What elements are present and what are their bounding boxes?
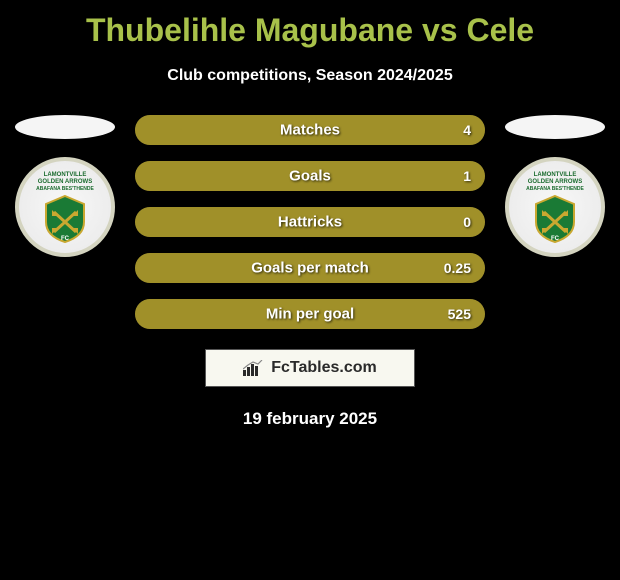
player-left-club-badge: LAMONTVILLE GOLDEN ARROWS ABAFANA BES'TH… <box>15 157 115 257</box>
club-motto: ABAFANA BES'THENDE <box>36 186 94 192</box>
stat-label: Goals <box>289 168 331 185</box>
stat-bar: Min per goal 525 <box>135 299 485 329</box>
stats-container: Matches 4 Goals 1 Hattricks 0 Goals per match 0… <box>135 115 485 329</box>
stat-label: Hattricks <box>278 214 342 231</box>
stat-value-right: 0.25 <box>444 260 471 276</box>
stat-bar: Goals 1 <box>135 161 485 191</box>
comparison-content: LAMONTVILLE GOLDEN ARROWS ABAFANA BES'TH… <box>0 115 620 329</box>
club-top-text: LAMONTVILLE <box>534 172 577 178</box>
player-left-avatar <box>15 115 115 139</box>
comparison-date: 19 february 2025 <box>0 409 620 429</box>
player-right-club-badge: LAMONTVILLE GOLDEN ARROWS ABAFANA BES'TH… <box>505 157 605 257</box>
footer-brand-box[interactable]: FcTables.com <box>205 349 415 387</box>
stat-value-right: 4 <box>463 122 471 138</box>
club-sub-text: GOLDEN ARROWS <box>38 179 92 185</box>
stat-value-right: 525 <box>448 306 471 322</box>
stat-bar: Hattricks 0 <box>135 207 485 237</box>
club-shield-icon: FC <box>42 194 88 244</box>
club-shield-icon: FC <box>532 194 578 244</box>
player-right-avatar <box>505 115 605 139</box>
svg-text:FC: FC <box>551 236 560 242</box>
stat-value-right: 1 <box>463 168 471 184</box>
subtitle: Club competitions, Season 2024/2025 <box>0 67 620 85</box>
club-sub-text: GOLDEN ARROWS <box>528 179 582 185</box>
stat-label: Min per goal <box>266 306 354 323</box>
bar-chart-icon <box>243 360 263 376</box>
stat-bar: Matches 4 <box>135 115 485 145</box>
stat-label: Goals per match <box>251 260 369 277</box>
stat-label: Matches <box>280 122 340 139</box>
club-motto: ABAFANA BES'THENDE <box>526 186 584 192</box>
svg-text:FC: FC <box>61 236 70 242</box>
stat-bar: Goals per match 0.25 <box>135 253 485 283</box>
club-name-line1: LAMONTVILLE GOLDEN ARROWS <box>528 172 582 185</box>
stat-value-right: 0 <box>463 214 471 230</box>
club-name-line1: LAMONTVILLE GOLDEN ARROWS <box>38 172 92 185</box>
footer-brand-text: FcTables.com <box>271 359 377 377</box>
player-right-column: LAMONTVILLE GOLDEN ARROWS ABAFANA BES'TH… <box>500 115 610 257</box>
player-left-column: LAMONTVILLE GOLDEN ARROWS ABAFANA BES'TH… <box>10 115 120 257</box>
club-top-text: LAMONTVILLE <box>44 172 87 178</box>
page-title: Thubelihle Magubane vs Cele <box>0 0 620 49</box>
